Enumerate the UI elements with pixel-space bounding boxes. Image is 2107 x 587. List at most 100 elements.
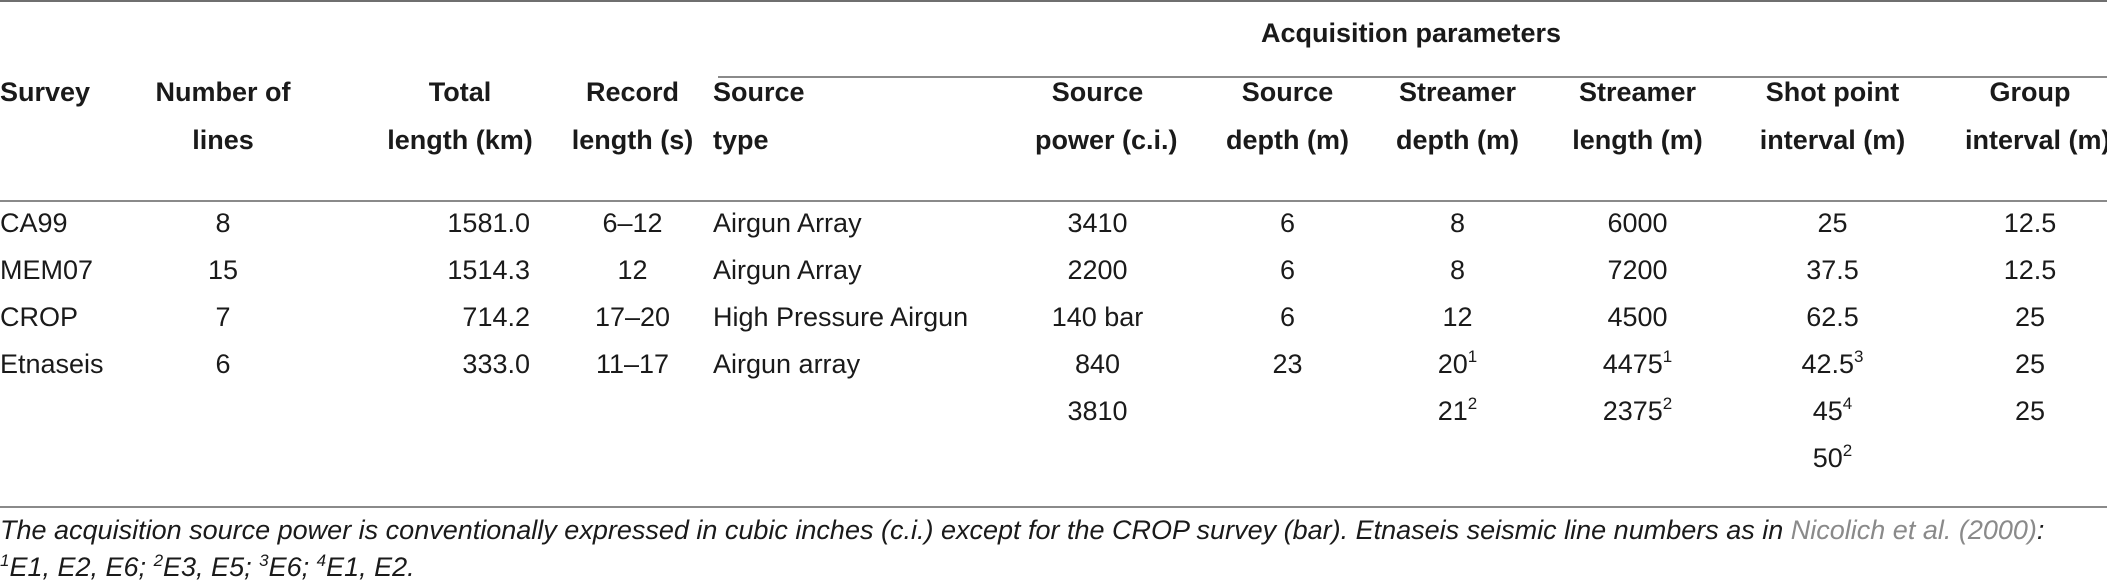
footnote-sup-1: 1 [0,551,10,570]
table-cell-r1-c4-text: Airgun Array [713,255,862,285]
table-cell-r3-c5: 840 [1035,341,1160,388]
table-cell-r0-c9-text: 25 [1817,208,1848,238]
table-cell-r1-c2: 1514.3 [380,247,530,294]
table-cell-r4-c5: 3810 [1035,388,1160,435]
table-cell-r1-c5-text: 2200 [1067,255,1128,285]
table-cell-r2-c2: 714.2 [380,294,530,341]
table-cell-r1-c1: 15 [143,247,303,294]
column-header-1-line1-text: Number of [155,77,291,107]
footnote-lines-2: E3, E5; [163,552,260,582]
column-header-1-line2-text: lines [192,125,254,155]
table-cell-r0-c5-text: 3410 [1067,208,1128,238]
table-cell-r2-c1: 7 [143,294,303,341]
cell-superscript: 1 [1662,347,1673,366]
column-header-0-line1: Survey [0,68,110,116]
table-cell-r1-c2-text: 1514.3 [447,255,530,285]
table-cell-r5-c9: 502 [1745,435,1920,482]
table-cell-r2-c7-text: 12 [1442,302,1473,332]
table-cell-r4-c7: 212 [1390,388,1525,435]
table-cell-r2-c5: 140 bar [1035,294,1160,341]
table-cell-r1-c7: 8 [1390,247,1525,294]
table-cell-r2-c10-text: 25 [2014,302,2046,332]
column-header-8-line1-text: Streamer [1578,77,1697,107]
table-cell-r3-c8: 44751 [1565,341,1710,388]
table-cell-r1-c8-text: 7200 [1607,255,1668,285]
table-bottom-rule [0,506,2107,508]
table-cell-r4-c7-text: 21 [1437,396,1468,426]
column-header-2-line2-text: length (km) [387,125,533,155]
column-header-5-line2: power (c.i.) [1035,116,1178,164]
table-cell-r2-c6: 6 [1215,294,1360,341]
table-cell-r2-c7: 12 [1390,294,1525,341]
column-header-9-line1-text: Shot point [1765,77,1900,107]
table-cell-r1-c5: 2200 [1035,247,1160,294]
footnote-colon: : [2036,515,2045,545]
table-cell-r0-c0: CA99 [0,200,110,247]
column-header-2-line1: Total [375,68,545,116]
table-cell-r3-c0: Etnaseis [0,341,110,388]
column-header-10-line1-text: Group [1989,77,2071,107]
table-cell-r1-c6: 6 [1215,247,1360,294]
table-cell-r0-c3: 6–12 [540,200,725,247]
table-cell-r0-c5: 3410 [1035,200,1160,247]
column-header-7-line2-text: depth (m) [1396,125,1519,155]
table-cell-r0-c7-text: 8 [1449,208,1466,238]
cell-superscript: 2 [1842,441,1853,460]
table-cell-r0-c2: 1581.0 [380,200,530,247]
table-cell-r2-c3: 17–20 [540,294,725,341]
column-header-0-line1-text: Survey [0,77,91,107]
table-cell-r1-c1-text: 15 [207,255,239,285]
footnote-text: The acquisition source power is conventi… [0,515,1791,545]
footnote-sup-2: 2 [153,551,164,570]
table-cell-r3-c2-text: 333.0 [462,349,530,379]
column-header-7-line1-text: Streamer [1398,77,1517,107]
table-cell-r2-c2-text: 714.2 [462,302,530,332]
table-cell-r0-c4: Airgun Array [713,200,1053,247]
table-cell-r1-c4: Airgun Array [713,247,1053,294]
column-header-2-line1-text: Total [428,77,492,107]
table-cell-r3-c2: 333.0 [380,341,530,388]
column-header-7-line1: Streamer [1390,68,1525,116]
table-cell-r2-c10: 25 [1965,294,2095,341]
column-header-7-line2: depth (m) [1390,116,1525,164]
column-header-5-line1: Source [1035,68,1160,116]
column-header-10-line2: interval (m) [1965,116,2107,164]
column-header-4-line1: Source [713,68,1053,116]
reference-link[interactable]: Nicolich et al. (2000) [1790,515,2037,545]
column-header-3-line1: Record [540,68,725,116]
table-cell-r1-c6-text: 6 [1279,255,1296,285]
table-cell-r1-c0-text: MEM07 [0,255,94,285]
table-cell-r1-c0: MEM07 [0,247,110,294]
cell-superscript: 2 [1467,394,1478,413]
table-cell-r1-c3-text: 12 [617,255,648,285]
column-header-3-line2-text: length (s) [571,125,694,155]
table-cell-r1-c9: 37.5 [1745,247,1920,294]
table-cell-r2-c4: High Pressure Airgun [713,294,1053,341]
column-header-9-line2: interval (m) [1745,116,1920,164]
table-cell-r0-c9: 25 [1745,200,1920,247]
column-header-10-line2-text: interval (m) [1965,125,2107,155]
column-header-9-line2-text: interval (m) [1759,125,1906,155]
table-cell-r3-c7-text: 20 [1437,349,1468,379]
footnote-lines-1: E1, E2, E6; [9,552,154,582]
table-cell-r2-c9: 62.5 [1745,294,1920,341]
column-header-6-line2: depth (m) [1215,116,1360,164]
table-cell-r4-c9-text: 45 [1812,396,1843,426]
table-cell-r1-c3: 12 [540,247,725,294]
table-cell-r0-c8: 6000 [1565,200,1710,247]
table-cell-r3-c3-text: 11–17 [595,349,670,379]
table-cell-r4-c5-text: 3810 [1067,396,1128,426]
table-cell-r3-c8-text: 4475 [1602,349,1663,379]
column-header-9-line1: Shot point [1745,68,1920,116]
table-cell-r1-c10-text: 12.5 [2003,255,2057,285]
table-cell-r1-c10: 12.5 [1965,247,2095,294]
column-header-4-line2: type [713,116,1053,164]
footnote-lines-4: E1, E2. [326,552,415,582]
table-cell-r4-c10: 25 [1965,388,2095,435]
table-cell-r3-c3: 11–17 [540,341,725,388]
table-cell-r2-c0-text: CROP [0,302,79,332]
column-header-4-line2-text: type [713,125,769,155]
column-header-3-line1-text: Record [585,77,680,107]
column-header-10-line1: Group [1965,68,2095,116]
